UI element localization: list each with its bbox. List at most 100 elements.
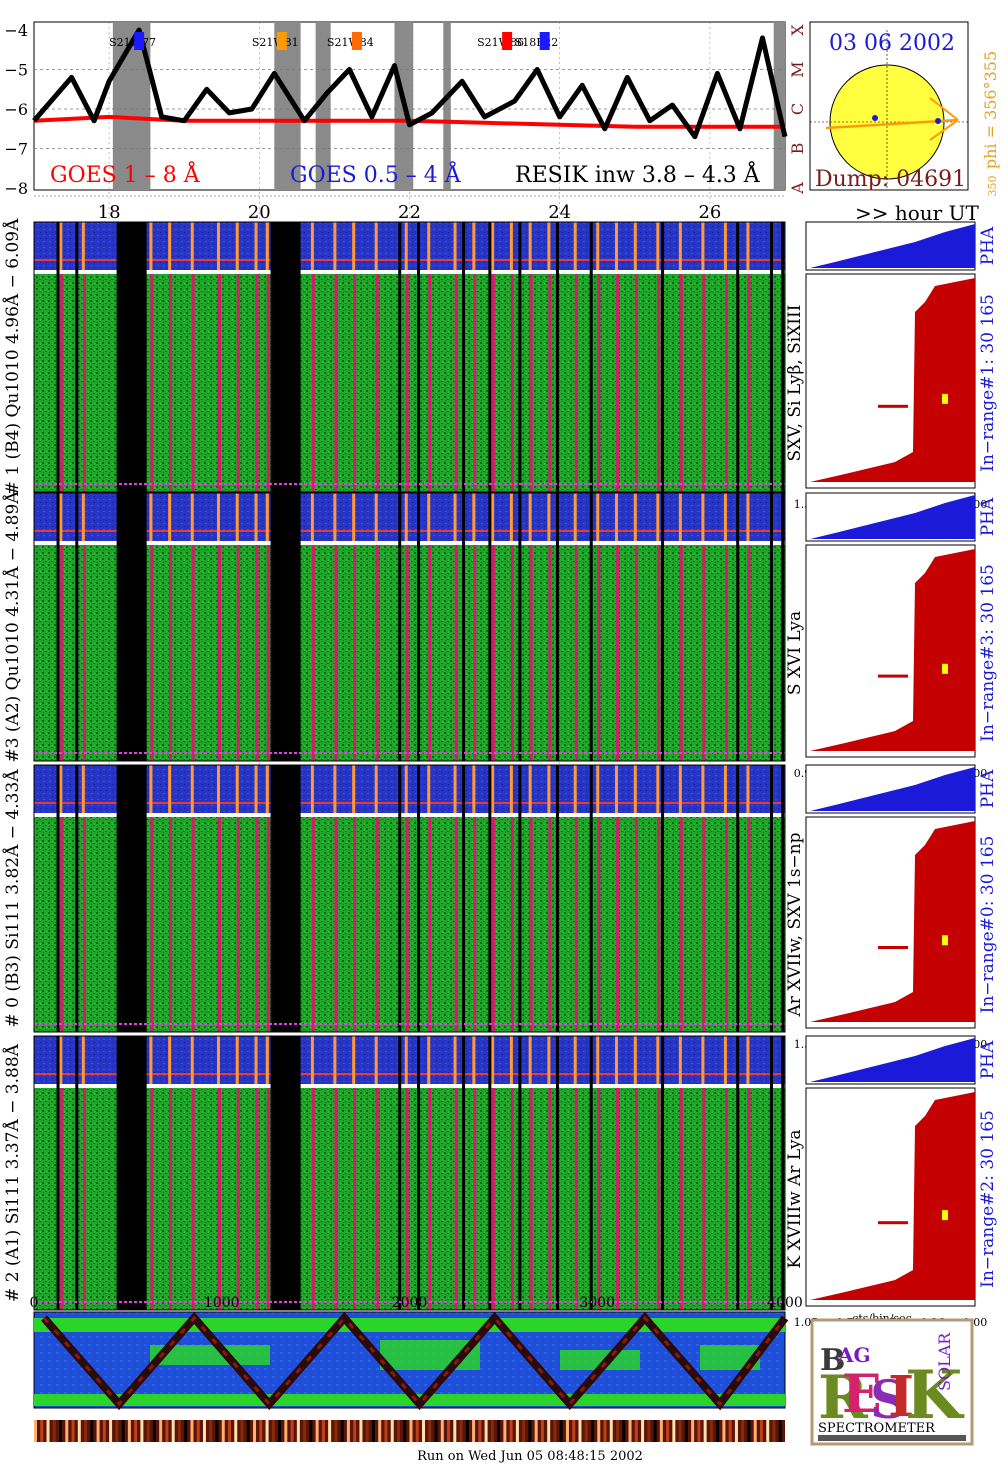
spectrum-red-line (266, 545, 270, 761)
spectrum-black-line (518, 493, 522, 761)
activity-strip-line (115, 1420, 119, 1442)
pha-orange-line (547, 1036, 551, 1084)
pha-strip (34, 765, 785, 813)
hour-tick-label: 18 (98, 202, 121, 223)
pha-orange-line (701, 222, 705, 270)
spectrum-red-line (60, 274, 64, 492)
spectrum-black-line (56, 493, 60, 761)
spectrum-red-line (724, 1088, 728, 1310)
spectrum-black-line (661, 222, 665, 492)
spectrum-black-line (518, 765, 522, 1032)
pha-orange-line (528, 493, 532, 541)
pha-label: PHA (978, 769, 998, 808)
spectrum-red-line (702, 274, 706, 492)
activity-strip-line (647, 1420, 651, 1442)
activity-strip-line (659, 1420, 663, 1442)
spectrum-red-line (597, 817, 601, 1032)
line-identification: Ar XVIIw, SXV 1s−np (785, 832, 805, 1017)
hour-tick-label: 22 (398, 202, 421, 223)
pha-label: PHA (978, 226, 998, 265)
pha-orange-line (509, 222, 513, 270)
activity-strip-line (96, 1420, 100, 1442)
detector-label: # 1 (B4) Qu1010 4.96Å − 6.09Å (2, 218, 23, 495)
activity-strip-line (641, 1420, 645, 1442)
spectrum-red-line (82, 1088, 86, 1310)
spectrum-red-line (428, 1088, 432, 1310)
spectrum-red-line (454, 1088, 458, 1310)
spectrum-black-line (462, 765, 466, 1032)
activity-strip-line (759, 1420, 763, 1442)
spectrum-red-line (217, 274, 221, 492)
pha-orange-line (656, 1036, 660, 1084)
spectrum-red-line (266, 1088, 270, 1310)
bin-tick-label: 2000 (392, 1295, 428, 1311)
pha-orange-line (596, 1036, 600, 1084)
activity-strip-line (616, 1420, 620, 1442)
activity-strip-line (697, 1420, 701, 1442)
activity-strip-line (509, 1420, 513, 1442)
spectrum-red-line (548, 1088, 552, 1310)
spectrum-gap (116, 493, 147, 761)
spectrum-black-line (589, 1036, 593, 1310)
activity-strip-line (202, 1420, 206, 1442)
activity-strip-line (622, 1420, 626, 1442)
logo-spectrometer: SPECTROMETER (818, 1421, 936, 1436)
activity-strip-line (515, 1420, 519, 1442)
spectrum-red-line (747, 817, 751, 1032)
activity-strip-line (734, 1420, 738, 1442)
pha-orange-line (81, 1036, 85, 1084)
activity-strip-line (109, 1420, 113, 1442)
spectrum-red-line (311, 1088, 315, 1310)
activity-strip-line (346, 1420, 350, 1442)
pha-orange-line (528, 222, 532, 270)
activity-strip-line (597, 1420, 601, 1442)
activity-strip-line (672, 1420, 676, 1442)
activity-strip-line (140, 1420, 144, 1442)
spectrum-red-line (266, 274, 270, 492)
pha-histogram (810, 767, 975, 811)
pha-orange-line (81, 765, 85, 813)
spectrum-red-line (236, 1088, 240, 1310)
pha-orange-line (149, 222, 153, 270)
pha-orange-line (746, 493, 750, 541)
pha-orange-line (265, 222, 269, 270)
spectrum-black-line (398, 222, 402, 492)
pha-orange-line (633, 1036, 637, 1084)
spectrum-marker (942, 663, 948, 674)
pha-orange-line (678, 493, 682, 541)
hour-axis: 18 20 22 24 26 >> hour UT (34, 195, 979, 225)
activity-strip-line (152, 1420, 156, 1442)
line-identification: SXV, Si Lyβ, SiXIII (785, 305, 805, 462)
pha-orange-line (254, 222, 258, 270)
spectrum-red-line (428, 817, 432, 1032)
in-range-label: In−range#0: 30 165 (978, 836, 998, 1014)
activity-strip-line (177, 1420, 181, 1442)
spectrum-black-line (462, 493, 466, 761)
activity-strip-line (196, 1420, 200, 1442)
activity-strip-line (572, 1420, 576, 1442)
activity-strip-line (102, 1420, 106, 1442)
spectrum-red-line (405, 817, 409, 1032)
in-range-label: In−range#1: 30 165 (978, 294, 998, 472)
spectrum-red-line (510, 545, 514, 761)
y-tick-label: −4 (4, 21, 28, 40)
spectrum-black-line (661, 765, 665, 1032)
spectrum-red-line (616, 545, 620, 761)
pha-orange-line (573, 1036, 577, 1084)
spectrum-red-line (266, 817, 270, 1032)
spectrum-black-line (417, 222, 421, 492)
pha-orange-line (633, 765, 637, 813)
pha-orange-line (453, 493, 457, 541)
flare-class-label: M (788, 61, 807, 77)
activity-strip-line (553, 1420, 557, 1442)
pha-orange-line (656, 765, 660, 813)
bin-tick-label: 1000 (204, 1295, 240, 1311)
pha-orange-line (352, 222, 356, 270)
detector-frame (33, 764, 786, 1033)
spectrum-red-line (548, 545, 552, 761)
spectrum-gap (116, 222, 147, 492)
active-region-dot (872, 115, 878, 121)
activity-strip-line (772, 1420, 776, 1442)
spectrum-red-line (375, 545, 379, 761)
activity-strip-line (415, 1420, 419, 1442)
